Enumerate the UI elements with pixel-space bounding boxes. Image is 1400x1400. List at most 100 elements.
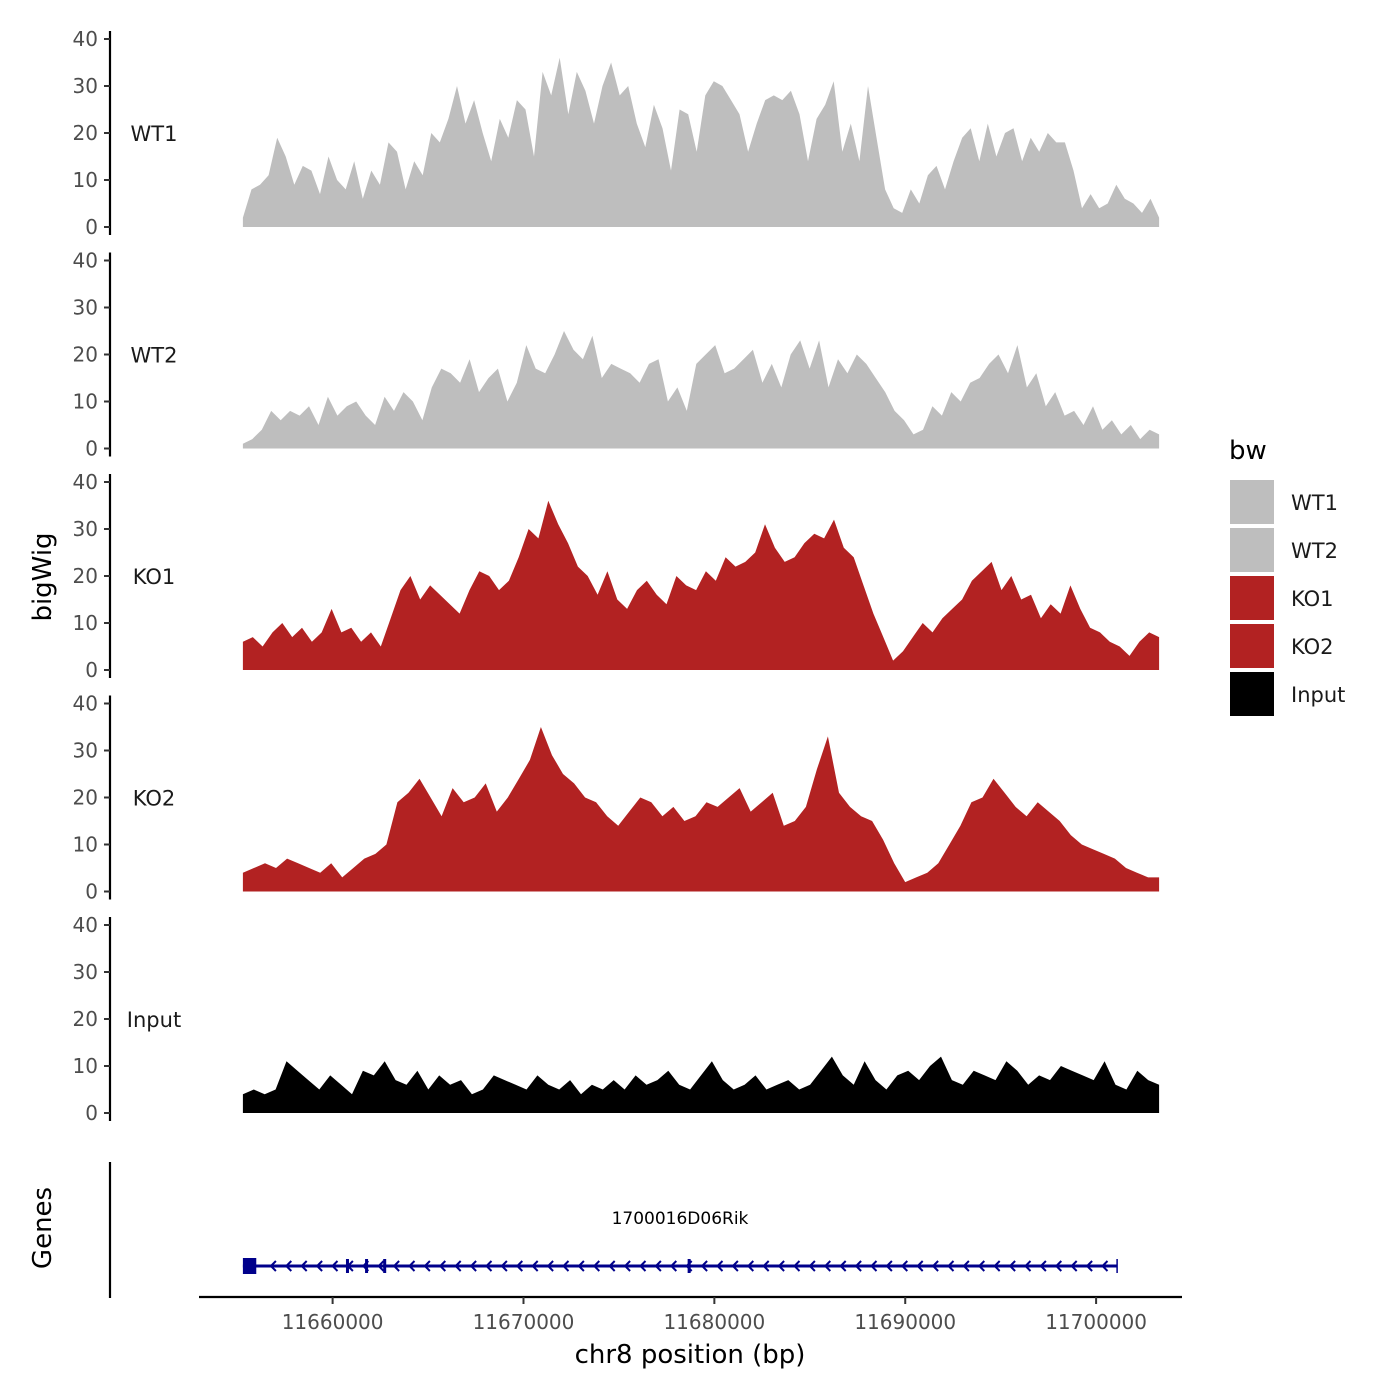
legend-label: WT1 bbox=[1291, 491, 1338, 515]
strand-arrow bbox=[423, 1260, 431, 1272]
y-tick-label: 10 bbox=[73, 833, 98, 857]
y-tick-label: 30 bbox=[73, 739, 98, 763]
strand-arrow bbox=[546, 1260, 554, 1272]
strand-arrow bbox=[408, 1260, 416, 1272]
y-tick-label: 30 bbox=[73, 960, 98, 984]
strand-arrow bbox=[731, 1260, 739, 1272]
legend-items: WT1 WT2 KO1 KO2 Input bbox=[1230, 480, 1345, 716]
strand-arrow bbox=[438, 1260, 447, 1272]
legend-item-ko1: KO1 bbox=[1230, 576, 1334, 620]
track-wt1: 0 10 20 30 40 WT1 bbox=[73, 27, 1160, 239]
y-tick-label: 30 bbox=[73, 296, 98, 320]
strand-arrow bbox=[315, 1260, 323, 1272]
track-label: WT2 bbox=[131, 344, 178, 368]
strand-arrow bbox=[716, 1260, 724, 1272]
y-tick-label: 20 bbox=[73, 121, 98, 145]
signal-area-wt2 bbox=[242, 331, 1160, 449]
signal-area-wt1 bbox=[242, 57, 1160, 227]
signal-area-ko2 bbox=[242, 727, 1160, 892]
y-tick-label: 0 bbox=[85, 437, 98, 461]
strand-arrow bbox=[500, 1260, 508, 1272]
strand-arrow bbox=[823, 1260, 832, 1272]
strand-arrow bbox=[377, 1260, 385, 1272]
strand-arrow bbox=[762, 1260, 770, 1272]
x-tick-label: 11690000 bbox=[854, 1310, 956, 1334]
y-tick-label: 40 bbox=[73, 27, 98, 51]
y-axis-title: bigWig bbox=[28, 532, 58, 621]
y-tick-label: 0 bbox=[85, 1101, 98, 1125]
gene-exon bbox=[383, 1259, 387, 1273]
y-tick-label: 40 bbox=[73, 249, 98, 273]
x-tick-label: 11700000 bbox=[1045, 1310, 1147, 1334]
legend-swatch bbox=[1230, 576, 1274, 620]
legend-item-ko2: KO2 bbox=[1230, 624, 1334, 668]
strand-arrow bbox=[592, 1260, 601, 1272]
strand-arrow bbox=[900, 1260, 909, 1272]
strand-arrow bbox=[669, 1260, 678, 1272]
legend-label: Input bbox=[1291, 683, 1345, 707]
legend-item-wt2: WT2 bbox=[1230, 528, 1338, 572]
track-input: 0 10 20 30 40 Input bbox=[73, 913, 1160, 1125]
y-tick-label: 20 bbox=[73, 1007, 98, 1031]
strand-arrow bbox=[515, 1260, 524, 1272]
x-tick-label: 11670000 bbox=[473, 1310, 575, 1334]
y-tick-label: 40 bbox=[73, 470, 98, 494]
y-tick-label: 10 bbox=[73, 390, 98, 414]
tracks-panel: 0 10 20 30 40 WT1 0 10 20 30 40 WT2 0 10 20 30 40 KO1 0 10 2… bbox=[73, 27, 1160, 1125]
strand-arrow bbox=[885, 1260, 893, 1272]
strand-arrow bbox=[1101, 1260, 1109, 1272]
legend-swatch bbox=[1230, 480, 1274, 524]
strand-arrow bbox=[639, 1260, 647, 1272]
legend-label: WT2 bbox=[1291, 539, 1338, 563]
strand-arrow bbox=[777, 1260, 785, 1272]
y-tick-label: 0 bbox=[85, 658, 98, 682]
strand-arrow bbox=[839, 1260, 847, 1272]
strand-arrow bbox=[284, 1260, 293, 1272]
strand-arrow bbox=[469, 1260, 477, 1272]
strand-arrow bbox=[331, 1260, 339, 1272]
track-ko1: 0 10 20 30 40 KO1 bbox=[73, 470, 1160, 682]
x-axis: 11660000 11670000 11680000 11690000 11700000 bbox=[199, 1295, 1182, 1334]
legend-swatch bbox=[1230, 672, 1274, 716]
strand-arrow bbox=[700, 1260, 708, 1272]
strand-arrow bbox=[654, 1260, 662, 1272]
strand-arrow bbox=[623, 1260, 631, 1272]
gene-name-label: 1700016D06Rik bbox=[612, 1209, 749, 1229]
strand-arrow bbox=[300, 1260, 308, 1272]
y-tick-label: 40 bbox=[73, 692, 98, 716]
strand-arrow bbox=[1024, 1260, 1032, 1272]
strand-arrow bbox=[947, 1260, 955, 1272]
legend-item-input: Input bbox=[1230, 672, 1345, 716]
strand-arrow bbox=[746, 1260, 755, 1272]
strand-arrow bbox=[1039, 1260, 1047, 1272]
x-axis-ticks: 11660000 11670000 11680000 11690000 11700000 bbox=[282, 1297, 1147, 1334]
gene-exons bbox=[242, 1258, 691, 1274]
strand-arrow bbox=[977, 1260, 986, 1272]
y-tick-label: 20 bbox=[73, 564, 98, 588]
strand-arrow bbox=[931, 1260, 939, 1272]
strand-arrow bbox=[808, 1260, 816, 1272]
gene-exon bbox=[687, 1259, 691, 1273]
strand-arrow bbox=[854, 1260, 862, 1272]
y-tick-label: 0 bbox=[85, 880, 98, 904]
y-tick-label: 20 bbox=[73, 786, 98, 810]
strand-arrow bbox=[608, 1260, 616, 1272]
signal-area-ko1 bbox=[242, 500, 1160, 670]
y-tick-label: 30 bbox=[73, 74, 98, 98]
genes-panel: 1700016D06Rik bbox=[108, 1162, 1118, 1298]
strand-arrow bbox=[531, 1260, 539, 1272]
gene-exon bbox=[345, 1259, 349, 1273]
strand-arrow bbox=[577, 1260, 585, 1272]
genes-axis-title: Genes bbox=[28, 1187, 58, 1269]
strand-arrow bbox=[485, 1260, 493, 1272]
strand-arrow bbox=[993, 1260, 1001, 1272]
strand-arrow bbox=[870, 1260, 878, 1272]
y-tick-label: 30 bbox=[73, 517, 98, 541]
strand-arrow bbox=[392, 1260, 400, 1272]
x-tick-label: 11660000 bbox=[282, 1310, 384, 1334]
x-tick-label: 11680000 bbox=[663, 1310, 765, 1334]
gene-exon bbox=[242, 1258, 257, 1274]
strand-arrow bbox=[1085, 1260, 1093, 1272]
x-axis-title: chr8 position (bp) bbox=[575, 1340, 806, 1370]
